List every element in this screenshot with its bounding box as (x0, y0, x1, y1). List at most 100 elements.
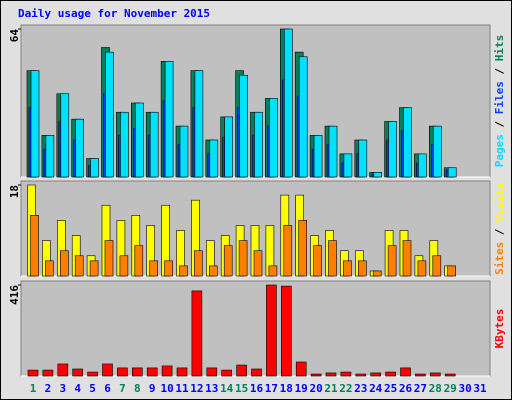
bar (87, 371, 98, 377)
legend-entry: Pages (493, 134, 506, 167)
panel (20, 280, 491, 377)
bar (313, 245, 322, 277)
bar (104, 240, 114, 277)
bar (146, 367, 158, 377)
x-tick-label: 27 (414, 382, 427, 395)
x-tick-label: 30 (458, 382, 471, 395)
bar (74, 255, 84, 277)
bar (400, 367, 411, 377)
bar (164, 260, 173, 277)
bar (343, 260, 352, 277)
bar (120, 111, 129, 178)
x-tick-label: 5 (89, 382, 96, 395)
x-tick-label: 17 (265, 382, 278, 395)
bar (59, 250, 69, 277)
y-tick-label: 64 (8, 29, 21, 43)
x-tick-label: 25 (384, 382, 397, 395)
bar (268, 265, 278, 277)
bar (72, 368, 83, 377)
bar (191, 290, 203, 377)
x-tick-label: 16 (250, 382, 264, 395)
bar (132, 367, 143, 377)
bar (75, 118, 84, 178)
legend-entry: KBytes (493, 309, 506, 349)
bar (176, 367, 188, 377)
bar (254, 111, 263, 178)
bar (310, 373, 322, 377)
bar (313, 135, 323, 178)
x-tick-label: 7 (119, 382, 126, 395)
bar (149, 111, 159, 178)
bar (432, 255, 442, 277)
bar (373, 172, 383, 178)
bar (134, 245, 144, 277)
x-tick-label: 12 (190, 382, 203, 395)
x-tick-label: 22 (339, 382, 352, 395)
y-tick-label: 18 (8, 185, 21, 198)
bar (119, 255, 129, 277)
x-tick-label: 10 (160, 382, 173, 395)
x-tick-label: 14 (220, 382, 234, 395)
bar (89, 260, 99, 277)
bar (27, 369, 39, 377)
chart-title: Daily usage for November 2015 (18, 7, 210, 20)
bar (328, 240, 337, 277)
x-tick-label: 6 (104, 382, 111, 395)
bar (266, 284, 277, 377)
bar (417, 260, 427, 277)
y-tick-label: 416 (8, 285, 21, 305)
bar (30, 70, 40, 178)
bar (298, 220, 308, 277)
x-tick-label: 23 (354, 382, 367, 395)
bar (164, 61, 174, 178)
bar (358, 139, 368, 178)
bar (209, 265, 218, 277)
legend-entry: Sites (493, 242, 506, 275)
x-tick-label: 3 (59, 382, 66, 395)
x-tick-label: 11 (175, 382, 189, 395)
legend: KBytes (493, 309, 506, 349)
bar (283, 28, 293, 178)
bar (149, 260, 158, 277)
bar (402, 240, 412, 277)
x-tick-label: 21 (324, 382, 338, 395)
bar (57, 363, 69, 377)
bar (355, 373, 367, 377)
bar (206, 367, 218, 377)
bar (269, 98, 278, 178)
x-tick-label: 24 (369, 382, 383, 395)
bar (194, 70, 204, 178)
bar (60, 93, 70, 178)
bar (45, 135, 55, 178)
bar (340, 371, 352, 377)
bar (161, 365, 173, 377)
bar (30, 215, 39, 277)
x-tick-label: 26 (399, 382, 413, 395)
legend-entry: Hits (493, 35, 506, 62)
bar (283, 225, 293, 277)
bar (295, 361, 307, 377)
legend: Pages / Files / Hits (493, 35, 506, 168)
bar (328, 125, 338, 178)
bar (42, 369, 54, 377)
bar (194, 250, 203, 277)
bar (90, 158, 99, 178)
bar (280, 285, 292, 377)
x-tick-label: 9 (149, 382, 156, 395)
bar (105, 51, 114, 178)
bar (236, 364, 247, 377)
x-tick-label: 31 (473, 382, 487, 395)
x-tick-label: 2 (45, 382, 52, 395)
bar (251, 368, 262, 377)
bar (239, 74, 248, 178)
bar (224, 116, 233, 178)
bar (298, 56, 308, 178)
bar (179, 125, 189, 178)
bar (387, 245, 397, 277)
bar (117, 367, 128, 377)
bar (444, 373, 456, 377)
bar (253, 250, 263, 277)
bar (447, 167, 457, 178)
legend-separator: / (493, 61, 506, 81)
